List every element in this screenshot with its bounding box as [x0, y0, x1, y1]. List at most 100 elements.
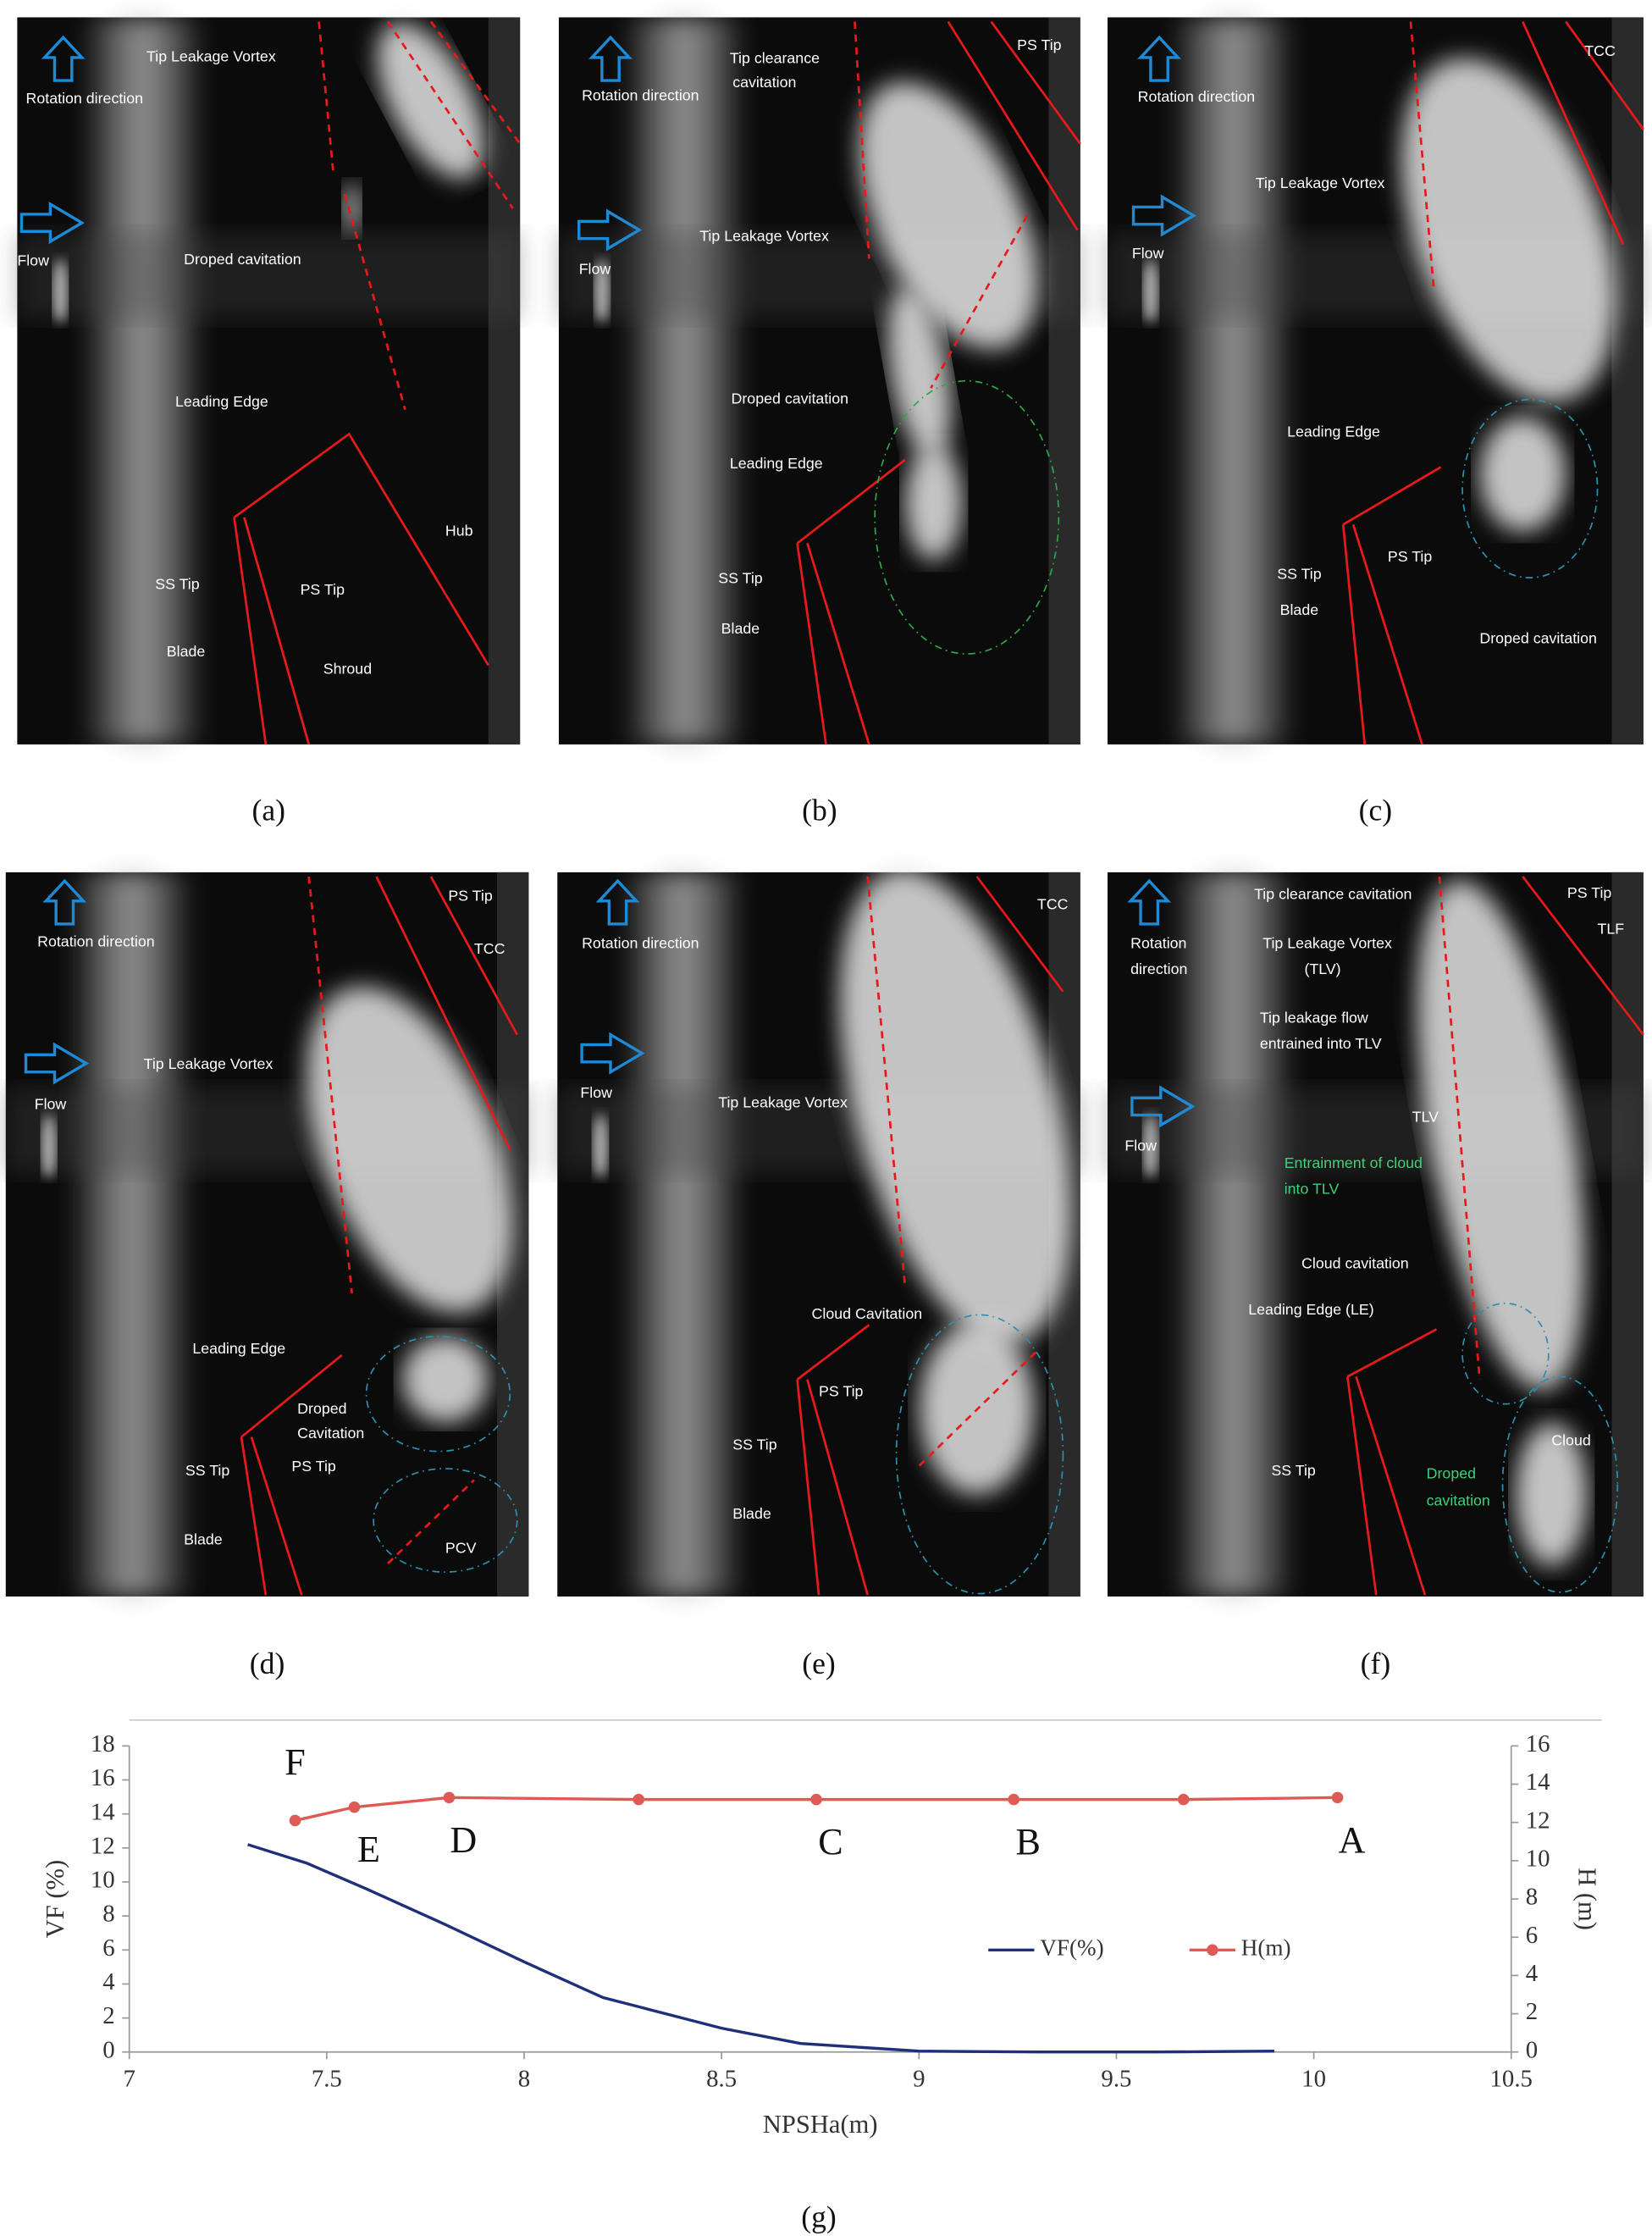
dashed-region [373, 1468, 518, 1573]
panel-label: cavitation [732, 74, 796, 91]
red-line [1522, 20, 1625, 246]
red-line [307, 876, 353, 1294]
point [348, 1801, 361, 1813]
panel-label: Blade [167, 643, 206, 660]
panel-label: PS Tip [1567, 884, 1612, 901]
cavitation-cloud [402, 1336, 489, 1423]
light-band [622, 872, 744, 1597]
panel-label: Rotation direction [26, 90, 144, 107]
panel-label: Rotation direction [37, 933, 155, 950]
panel-label: Rotation [1130, 934, 1186, 951]
dashed-region [365, 1336, 511, 1453]
series-line [247, 1843, 1274, 2054]
panel-label: direction [1130, 960, 1187, 977]
x-tick-label: 9 [913, 2065, 925, 2092]
point-label: E [357, 1829, 380, 1870]
panel-label: Leading Edge [175, 393, 268, 410]
panel-label: Cloud Cavitation [812, 1305, 923, 1322]
red-line [240, 1436, 268, 1596]
flow-arrow [1131, 194, 1197, 237]
panel-label: Blade [1280, 601, 1319, 618]
x-tick-label: 10 [1301, 2065, 1326, 2092]
y-tick-label: 16 [91, 1764, 115, 1791]
y2-tick-label: 2 [1526, 1998, 1538, 2025]
y-tick-label: 2 [102, 2002, 114, 2029]
red-line [1342, 466, 1442, 526]
y2-tick-label: 10 [1526, 1846, 1550, 1873]
side-band [1048, 17, 1080, 744]
y2-tick-label: 6 [1526, 1922, 1538, 1949]
panel-label: entrained into TLV [1260, 1035, 1382, 1052]
point [289, 1814, 301, 1827]
light-band [81, 17, 204, 744]
point-label: D [450, 1819, 477, 1861]
side-band [1611, 872, 1644, 1597]
panel-label: Tip clearance cavitation [1254, 886, 1412, 903]
panel-label: TCC [1584, 42, 1616, 59]
panel-label: Tip clearance [730, 49, 820, 66]
red-line [918, 1349, 1038, 1467]
point-label: B [1015, 1821, 1040, 1862]
red-line [796, 543, 827, 745]
y2-tick-label: 12 [1526, 1807, 1550, 1834]
panel-label: TCC [474, 940, 506, 957]
panel-label: Tip Leakage Vortex [1256, 174, 1385, 191]
panel-label: Tip Leakage Vortex [144, 1055, 273, 1072]
rotation-arrow [588, 35, 633, 82]
red-line [243, 517, 311, 745]
dashed-region [1461, 398, 1599, 578]
cavitation-cloud [1515, 1422, 1588, 1567]
red-line [796, 458, 906, 545]
point [1177, 1793, 1190, 1806]
panel-label: Rotation direction [582, 934, 699, 951]
panel-caption: (b) [802, 794, 837, 827]
point-label: F [285, 1741, 306, 1783]
flow-arrow [580, 1032, 645, 1075]
panel-label: Entrainment of cloud [1285, 1154, 1423, 1171]
rotation-arrow [1137, 35, 1182, 82]
light-band [70, 872, 193, 1597]
red-line [1438, 876, 1481, 1380]
panel-caption: (d) [250, 1647, 285, 1680]
panel-label: PS Tip [448, 887, 493, 904]
panel-label: PS Tip [819, 1383, 864, 1400]
panel-caption: (e) [802, 1647, 836, 1680]
red-line [387, 1479, 475, 1564]
flow-arrow [24, 1042, 90, 1085]
panel-label: Droped cavitation [1479, 630, 1597, 647]
panel-label: PS Tip [291, 1458, 336, 1475]
dashed-region [895, 1314, 1064, 1595]
red-line [233, 517, 268, 745]
panel-label: Rotation direction [582, 86, 699, 103]
panel-label: Flow [580, 1084, 612, 1101]
panel-label: Cavitation [297, 1425, 364, 1442]
legend-marker [1207, 1944, 1218, 1956]
series-line [295, 1796, 1338, 1823]
cavitation-cloud [307, 986, 512, 1313]
panel-label: Tip Leakage Vortex [1262, 934, 1392, 951]
x-tick-label: 7 [123, 2065, 135, 2092]
red-line [1341, 524, 1367, 745]
photo-panel: Tip Leakage Vortex Rotation direction Flow… [17, 17, 522, 745]
y2-tick-label: 16 [1526, 1730, 1550, 1757]
red-line [975, 876, 1064, 993]
panel-label: Leading Edge [192, 1340, 285, 1357]
photo-panel: Tip clearance cavitation PS Tip Rotation di… [558, 17, 1081, 745]
red-line [1565, 20, 1644, 130]
x-tick-label: 9.5 [1101, 2065, 1131, 2092]
cavitation-cloud [1401, 58, 1616, 402]
panel-label: SS Tip [185, 1462, 230, 1479]
cavitation-cloud [839, 869, 1072, 1344]
legend-label: VF(%) [1040, 1935, 1103, 1961]
rotation-arrow [42, 878, 87, 926]
panel-label: TLF [1598, 920, 1625, 937]
panel-label: into TLV [1285, 1181, 1340, 1198]
panel-label: Cloud [1551, 1431, 1591, 1448]
panel-label: Droped [297, 1400, 346, 1417]
rotation-arrow [41, 35, 86, 82]
panel-label: Cloud cavitation [1301, 1255, 1409, 1272]
point [810, 1793, 822, 1806]
photo-panel: TCC Rotation direction Tip Leakage Vortex F… [557, 869, 1080, 1597]
